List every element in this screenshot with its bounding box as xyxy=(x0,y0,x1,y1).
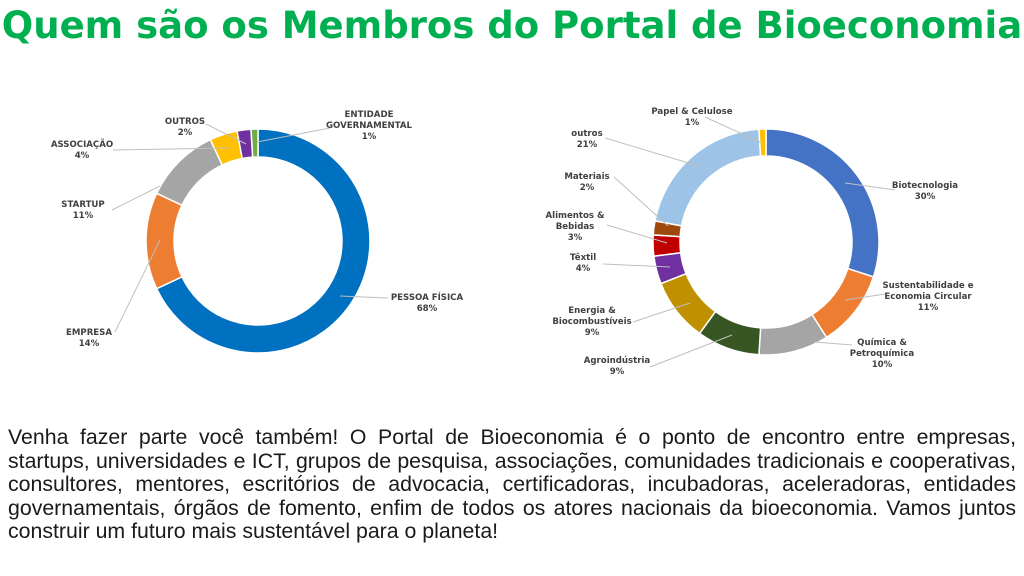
data-label: STARTUP 11% xyxy=(61,200,104,221)
leader-line xyxy=(844,293,886,301)
donut-slice xyxy=(758,128,767,157)
description-paragraph: Venha fazer parte você também! O Portal … xyxy=(8,425,1016,543)
leader-line xyxy=(602,263,671,268)
data-label: PESSOA FÍSICA 68% xyxy=(391,291,464,314)
donut-slice xyxy=(652,234,682,258)
leader-line xyxy=(613,176,669,227)
data-label: EMPRESA 14% xyxy=(66,328,112,349)
data-label: outros 21% xyxy=(571,129,602,150)
leader-line xyxy=(649,334,733,368)
data-label: Sustentabilidade e Economia Circular 11% xyxy=(882,281,973,313)
leader-line xyxy=(632,302,691,323)
donut-slice xyxy=(654,128,762,227)
donut-charts: PESSOA FÍSICA 68% EMPRESA 14% STARTUP 11% ASSO… xyxy=(51,107,974,377)
data-label: OUTROS 2% xyxy=(165,117,205,138)
leader-line xyxy=(814,341,853,346)
data-label: Química & Petroquímica 10% xyxy=(850,338,915,370)
leader-line xyxy=(111,185,161,211)
data-label: ENTIDADE GOVERNAMENTAL 1% xyxy=(326,110,413,142)
leader-line xyxy=(604,137,703,168)
data-label: Papel & Celulose 1% xyxy=(651,107,732,128)
leader-line xyxy=(339,295,389,299)
data-label: Agroindústria 9% xyxy=(584,356,651,377)
leader-line xyxy=(114,239,161,333)
donut-slice xyxy=(145,192,183,290)
page-title: Quem são os Membros do Portal de Bioecon… xyxy=(1,4,1023,47)
data-label: Energia & Biocombustíveis 9% xyxy=(552,306,631,338)
data-label: Materiais 2% xyxy=(564,172,609,193)
donut-slice xyxy=(758,313,828,356)
leader-line xyxy=(112,147,231,151)
donut-slice xyxy=(250,128,259,158)
leader-line xyxy=(256,127,331,143)
donut-slice xyxy=(155,128,371,354)
leader-line xyxy=(606,224,668,244)
donut-slice xyxy=(811,267,875,339)
leader-line xyxy=(844,182,896,191)
data-label: Alimentos & Bebidas 3% xyxy=(545,211,605,243)
data-label: Biotecnologia 30% xyxy=(892,181,958,202)
leader-line xyxy=(704,116,763,144)
data-label: Têxtil 4% xyxy=(570,252,596,274)
data-label: ASSOCIAÇÃO 4% xyxy=(51,139,113,161)
donut-slice xyxy=(765,128,880,278)
leader-line xyxy=(205,123,247,145)
